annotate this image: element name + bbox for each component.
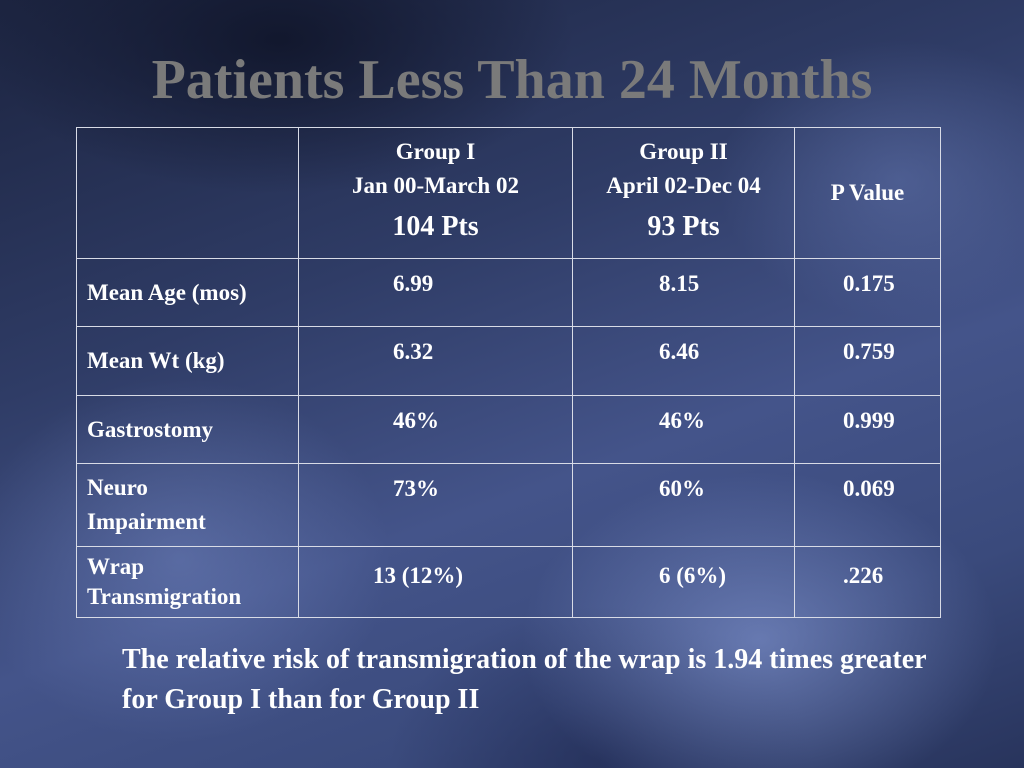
group1-value: 6.32 [298, 326, 573, 396]
row-label: Neuro Impairment [76, 463, 299, 547]
row-label: Wrap Transmigration [76, 546, 299, 618]
row-label-line1: Neuro [87, 475, 148, 500]
row-label-line2: Transmigration [87, 584, 242, 609]
group2-dates: April 02-Dec 04 [606, 173, 761, 198]
table-row: Wrap Transmigration 13 (12%) 6 (6%) .226 [76, 546, 941, 618]
header-group1: Group I Jan 00-March 02 104 Pts [298, 127, 573, 259]
table-header-row: Group I Jan 00-March 02 104 Pts Group II… [76, 127, 941, 259]
header-pvalue: P Value [794, 127, 941, 259]
table-row: Mean Age (mos) 6.99 8.15 0.175 [76, 258, 941, 327]
slide-title: Patients Less Than 24 Months [151, 49, 873, 111]
row-label: Mean Age (mos) [76, 258, 299, 327]
group2-name: Group II [639, 139, 728, 164]
group1-dates: Jan 00-March 02 [352, 173, 519, 198]
row-label-line1: Wrap [87, 554, 145, 579]
group2-value: 8.15 [572, 258, 795, 327]
table-row: Neuro Impairment 73% 60% 0.069 [76, 463, 941, 547]
group2-value: 60% [572, 463, 795, 547]
group2-pts: 93 Pts [647, 211, 720, 242]
row-label: Gastrostomy [76, 395, 299, 464]
group1-pts: 104 Pts [392, 211, 479, 242]
p-value: 0.759 [794, 326, 941, 396]
p-value: 0.069 [794, 463, 941, 547]
row-label-line2: Impairment [87, 509, 206, 534]
group1-value: 13 (12%) [298, 546, 573, 618]
table-row: Gastrostomy 46% 46% 0.999 [76, 395, 941, 464]
group2-value: 6.46 [572, 326, 795, 396]
header-empty-cell [76, 127, 299, 259]
table-row: Mean Wt (kg) 6.32 6.46 0.759 [76, 326, 941, 396]
header-group2: Group II April 02-Dec 04 93 Pts [572, 127, 795, 259]
p-value: 0.175 [794, 258, 941, 327]
p-value: 0.999 [794, 395, 941, 464]
group1-name: Group I [395, 139, 476, 164]
comparison-table: Group I Jan 00-March 02 104 Pts Group II… [76, 127, 941, 618]
row-label: Mean Wt (kg) [76, 326, 299, 396]
group2-value: 6 (6%) [572, 546, 795, 618]
group1-value: 6.99 [298, 258, 573, 327]
group2-value: 46% [572, 395, 795, 464]
p-value: .226 [794, 546, 941, 618]
group1-value: 46% [298, 395, 573, 464]
relative-risk-note: The relative risk of transmigration of t… [122, 644, 927, 715]
group1-value: 73% [298, 463, 573, 547]
